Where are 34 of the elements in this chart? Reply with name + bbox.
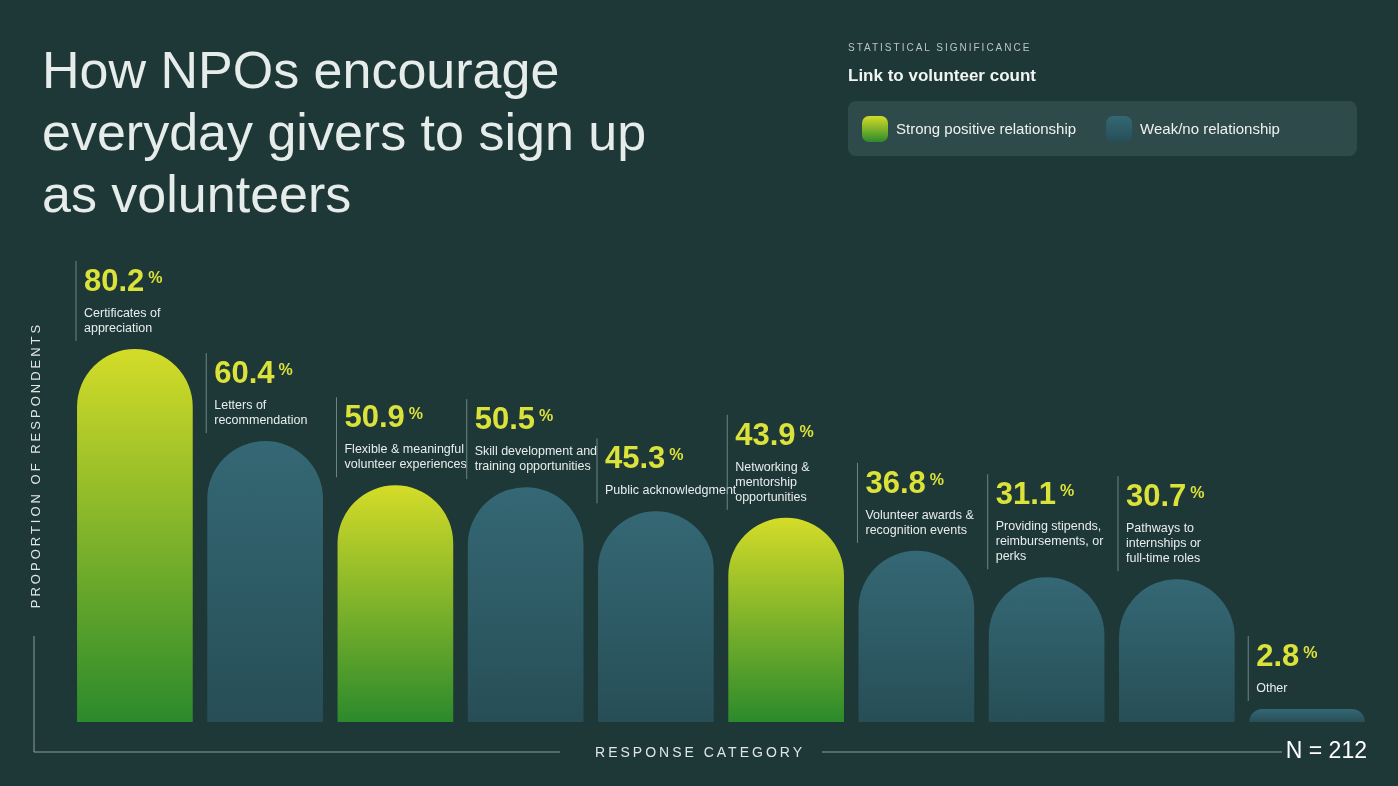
x-tick-label: Pathways to internships or full-time roles (1125, 521, 1202, 566)
bar (467, 487, 584, 722)
data-label: 50.9$^{%}$ (344, 399, 424, 435)
x-tick-label: Letters of recommendation (214, 398, 308, 428)
data-label: 2.8$^{%}$ (1256, 637, 1318, 673)
x-tick-label: Volunteer awards & recognition events (865, 507, 975, 537)
bar (337, 485, 454, 722)
data-label: 31.1$^{%}$ (995, 476, 1075, 512)
x-tick-label: Providing stipends, reimbursements, or perks (995, 519, 1104, 564)
data-label: 45.3$^{%}$ (604, 440, 684, 476)
x-tick-label: Networking & mentorship opportunities (735, 459, 811, 504)
x-tick-label: Skill development and training opportunities (474, 444, 598, 474)
legend-title: Link to volunteer count (848, 66, 1037, 85)
bar (77, 349, 193, 722)
legend-label: Weak/no relationship (1140, 120, 1280, 137)
data-label: 50.5$^{%}$ (474, 401, 554, 437)
bar (1249, 708, 1365, 722)
chart-title: How NPOs encourage everyday givers to sign up as volunteers (42, 41, 647, 223)
bar (728, 517, 844, 722)
text: N = 212 (1285, 737, 1367, 763)
x-tick-label: Certificates of appreciation (84, 306, 161, 335)
data-label: 43.9$^{%}$ (735, 416, 814, 452)
data-label: 60.4$^{%}$ (214, 355, 293, 391)
text: STATISTICAL SIGNIFICANCE (848, 42, 1032, 53)
x-tick-label: Flexible & meaningful volunteer experiences (344, 442, 467, 472)
x-axis-title: RESPONSE CATEGORY (595, 744, 805, 760)
data-label: 30.7$^{%}$ (1125, 478, 1205, 514)
legend-label: Strong positive relationship (896, 120, 1077, 137)
data-label: 80.2$^{%}$ (84, 263, 163, 298)
x-tick-label: Other (1256, 680, 1288, 695)
data-label: 36.8$^{%}$ (865, 464, 945, 500)
y-axis-title: PROPORTION OF RESPONDENTS (28, 321, 43, 609)
bar (207, 441, 323, 722)
bar (598, 511, 714, 722)
